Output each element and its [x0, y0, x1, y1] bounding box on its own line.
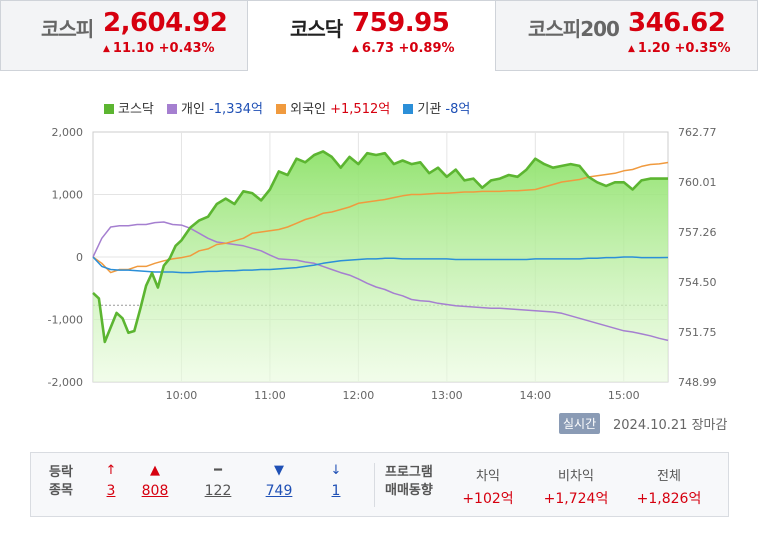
- chart-legend: 코스닥 개인 -1,334억 외국인 +1,512억 기관 -8억: [104, 98, 479, 117]
- count-item-up[interactable]: ▲ 808: [135, 463, 175, 499]
- count-value[interactable]: 3: [106, 483, 116, 499]
- program-item: 비차익 +1,724억: [536, 465, 616, 508]
- legend-label: 코스닥: [118, 102, 154, 117]
- legend-label: 개인: [181, 102, 205, 117]
- y-left-tick-label: 2,000: [52, 126, 84, 139]
- index-tabs: 코스피 2,604.92 ▲ 11.10 +0.43% 코스닥 759.95 ▲ 6…: [0, 0, 758, 72]
- tab-kospi200[interactable]: 코스피200 346.62 ▲ 1.20 +0.35%: [495, 0, 758, 71]
- legend-label: 기관: [417, 102, 442, 117]
- legend-item-foreign[interactable]: 외국인 +1,512억: [276, 98, 390, 117]
- index-change: ▲ 11.10 +0.43%: [103, 41, 215, 56]
- down-arrow-icon: ↓: [330, 463, 342, 478]
- series-line-기관: [92, 256, 669, 274]
- y-left-tick-label: -2,000: [48, 376, 83, 389]
- y-left-tick-label: 1,000: [52, 189, 84, 202]
- legend-value: -1,334억: [209, 102, 263, 117]
- x-tick-label: 12:00: [343, 389, 375, 400]
- x-tick-label: 15:00: [608, 389, 640, 400]
- y-right-tick-label: 751.75: [678, 326, 717, 339]
- index-change: ▲ 1.20 +0.35%: [628, 41, 731, 56]
- legend-swatch: [276, 104, 287, 114]
- count-value[interactable]: 808: [141, 483, 169, 499]
- count-value[interactable]: 122: [204, 483, 232, 499]
- up-triangle-icon: ▲: [103, 44, 110, 54]
- tab-name: 코스피: [41, 17, 94, 41]
- program-head: 차익: [476, 469, 500, 484]
- series-line-외국인: [92, 161, 669, 274]
- program-value: +1,724억: [543, 491, 609, 507]
- y-left-tick-label: -1,000: [48, 314, 83, 327]
- up-triangle-icon: ▲: [352, 44, 359, 54]
- label-line: 매매동향: [385, 483, 433, 498]
- divider: [374, 463, 375, 507]
- count-value[interactable]: 1: [331, 483, 341, 499]
- legend-swatch: [403, 104, 414, 114]
- series-line-kosdaq: [92, 150, 668, 344]
- kosdaq-area-fill: [93, 151, 668, 382]
- index-value: 346.62: [628, 8, 726, 38]
- index-value: 2,604.92: [103, 8, 228, 38]
- y-right-tick-label: 760.01: [678, 176, 717, 189]
- change-text: 11.10 +0.43%: [112, 41, 215, 56]
- up-arrow-icon: ▲: [150, 463, 160, 478]
- program-item: 차익 +102억: [448, 465, 528, 508]
- legend-swatch: [104, 104, 114, 114]
- down-arrow-icon: ▼: [274, 463, 284, 478]
- x-tick-label: 13:00: [431, 389, 463, 400]
- legend-swatch: [167, 104, 178, 114]
- legend-value: -8억: [445, 102, 471, 117]
- index-value: 759.95: [352, 8, 450, 38]
- kosdaq-area: [93, 151, 668, 382]
- program-head: 전체: [657, 469, 681, 484]
- timestamp: 2024.10.21 장마감: [613, 418, 728, 433]
- count-value[interactable]: 749: [265, 483, 293, 499]
- y-right-tick-label: 762.77: [678, 126, 717, 139]
- tab-name: 코스닥: [290, 17, 343, 41]
- y-right-tick-label: 757.26: [678, 226, 717, 239]
- y-left-tick-label: 0: [76, 251, 83, 264]
- count-item-flat[interactable]: ━ 122: [198, 463, 238, 499]
- program-value: +1,826억: [636, 491, 702, 507]
- up-arrow-icon: ↑: [105, 463, 117, 478]
- legend-item-individual[interactable]: 개인 -1,334억: [167, 98, 263, 117]
- legend-label: 외국인: [290, 102, 326, 117]
- tab-name: 코스피200: [528, 17, 620, 41]
- change-text: 6.73 +0.89%: [361, 41, 455, 56]
- program-head: 비차익: [558, 469, 594, 484]
- legend-value: +1,512억: [330, 102, 391, 117]
- label-line: 등락: [49, 465, 73, 480]
- index-change: ▲ 6.73 +0.89%: [352, 41, 455, 56]
- x-tick-label: 11:00: [254, 389, 286, 400]
- y-right-tick-label: 754.50: [678, 276, 717, 289]
- tab-kosdaq[interactable]: 코스닥 759.95 ▲ 6.73 +0.89%: [248, 0, 495, 72]
- chart-lines: [92, 150, 669, 344]
- count-item-down[interactable]: ↓ 1: [316, 463, 356, 499]
- count-item-down[interactable]: ▼ 749: [259, 463, 299, 499]
- realtime-badge[interactable]: 실시간: [559, 413, 601, 434]
- chart-ticks: 2,000 1,000 0 -1,000 -2,000 762.77 760.01 757.2…: [48, 126, 717, 400]
- kosdaq-investor-chart: 2,000 1,000 0 -1,000 -2,000 762.77 760.01 757.2…: [48, 126, 717, 400]
- y-right-tick-label: 748.99: [678, 376, 717, 389]
- count-item-up[interactable]: ↑ 3: [91, 463, 131, 499]
- program-value: +102억: [462, 491, 514, 507]
- program-item: 전체 +1,826억: [629, 465, 709, 508]
- up-triangle-icon: ▲: [628, 44, 635, 54]
- tab-kospi[interactable]: 코스피 2,604.92 ▲ 11.10 +0.43%: [0, 0, 248, 71]
- flat-dash-icon: ━: [214, 463, 222, 478]
- x-tick-label: 10:00: [166, 389, 198, 400]
- label-line: 프로그램: [385, 465, 433, 480]
- change-text: 1.20 +0.35%: [637, 41, 731, 56]
- label-line: 종목: [49, 483, 73, 498]
- x-tick-label: 14:00: [519, 389, 551, 400]
- market-summary: 등락 종목 ↑ 3 ▲ 808 ━ 122 ▼ 749 ↓ 1 프로그램 매매동향 차익 +102억 비차…: [30, 452, 729, 517]
- legend-item-institution[interactable]: 기관 -8억: [403, 98, 470, 117]
- legend-item-kosdaq[interactable]: 코스닥: [104, 98, 154, 117]
